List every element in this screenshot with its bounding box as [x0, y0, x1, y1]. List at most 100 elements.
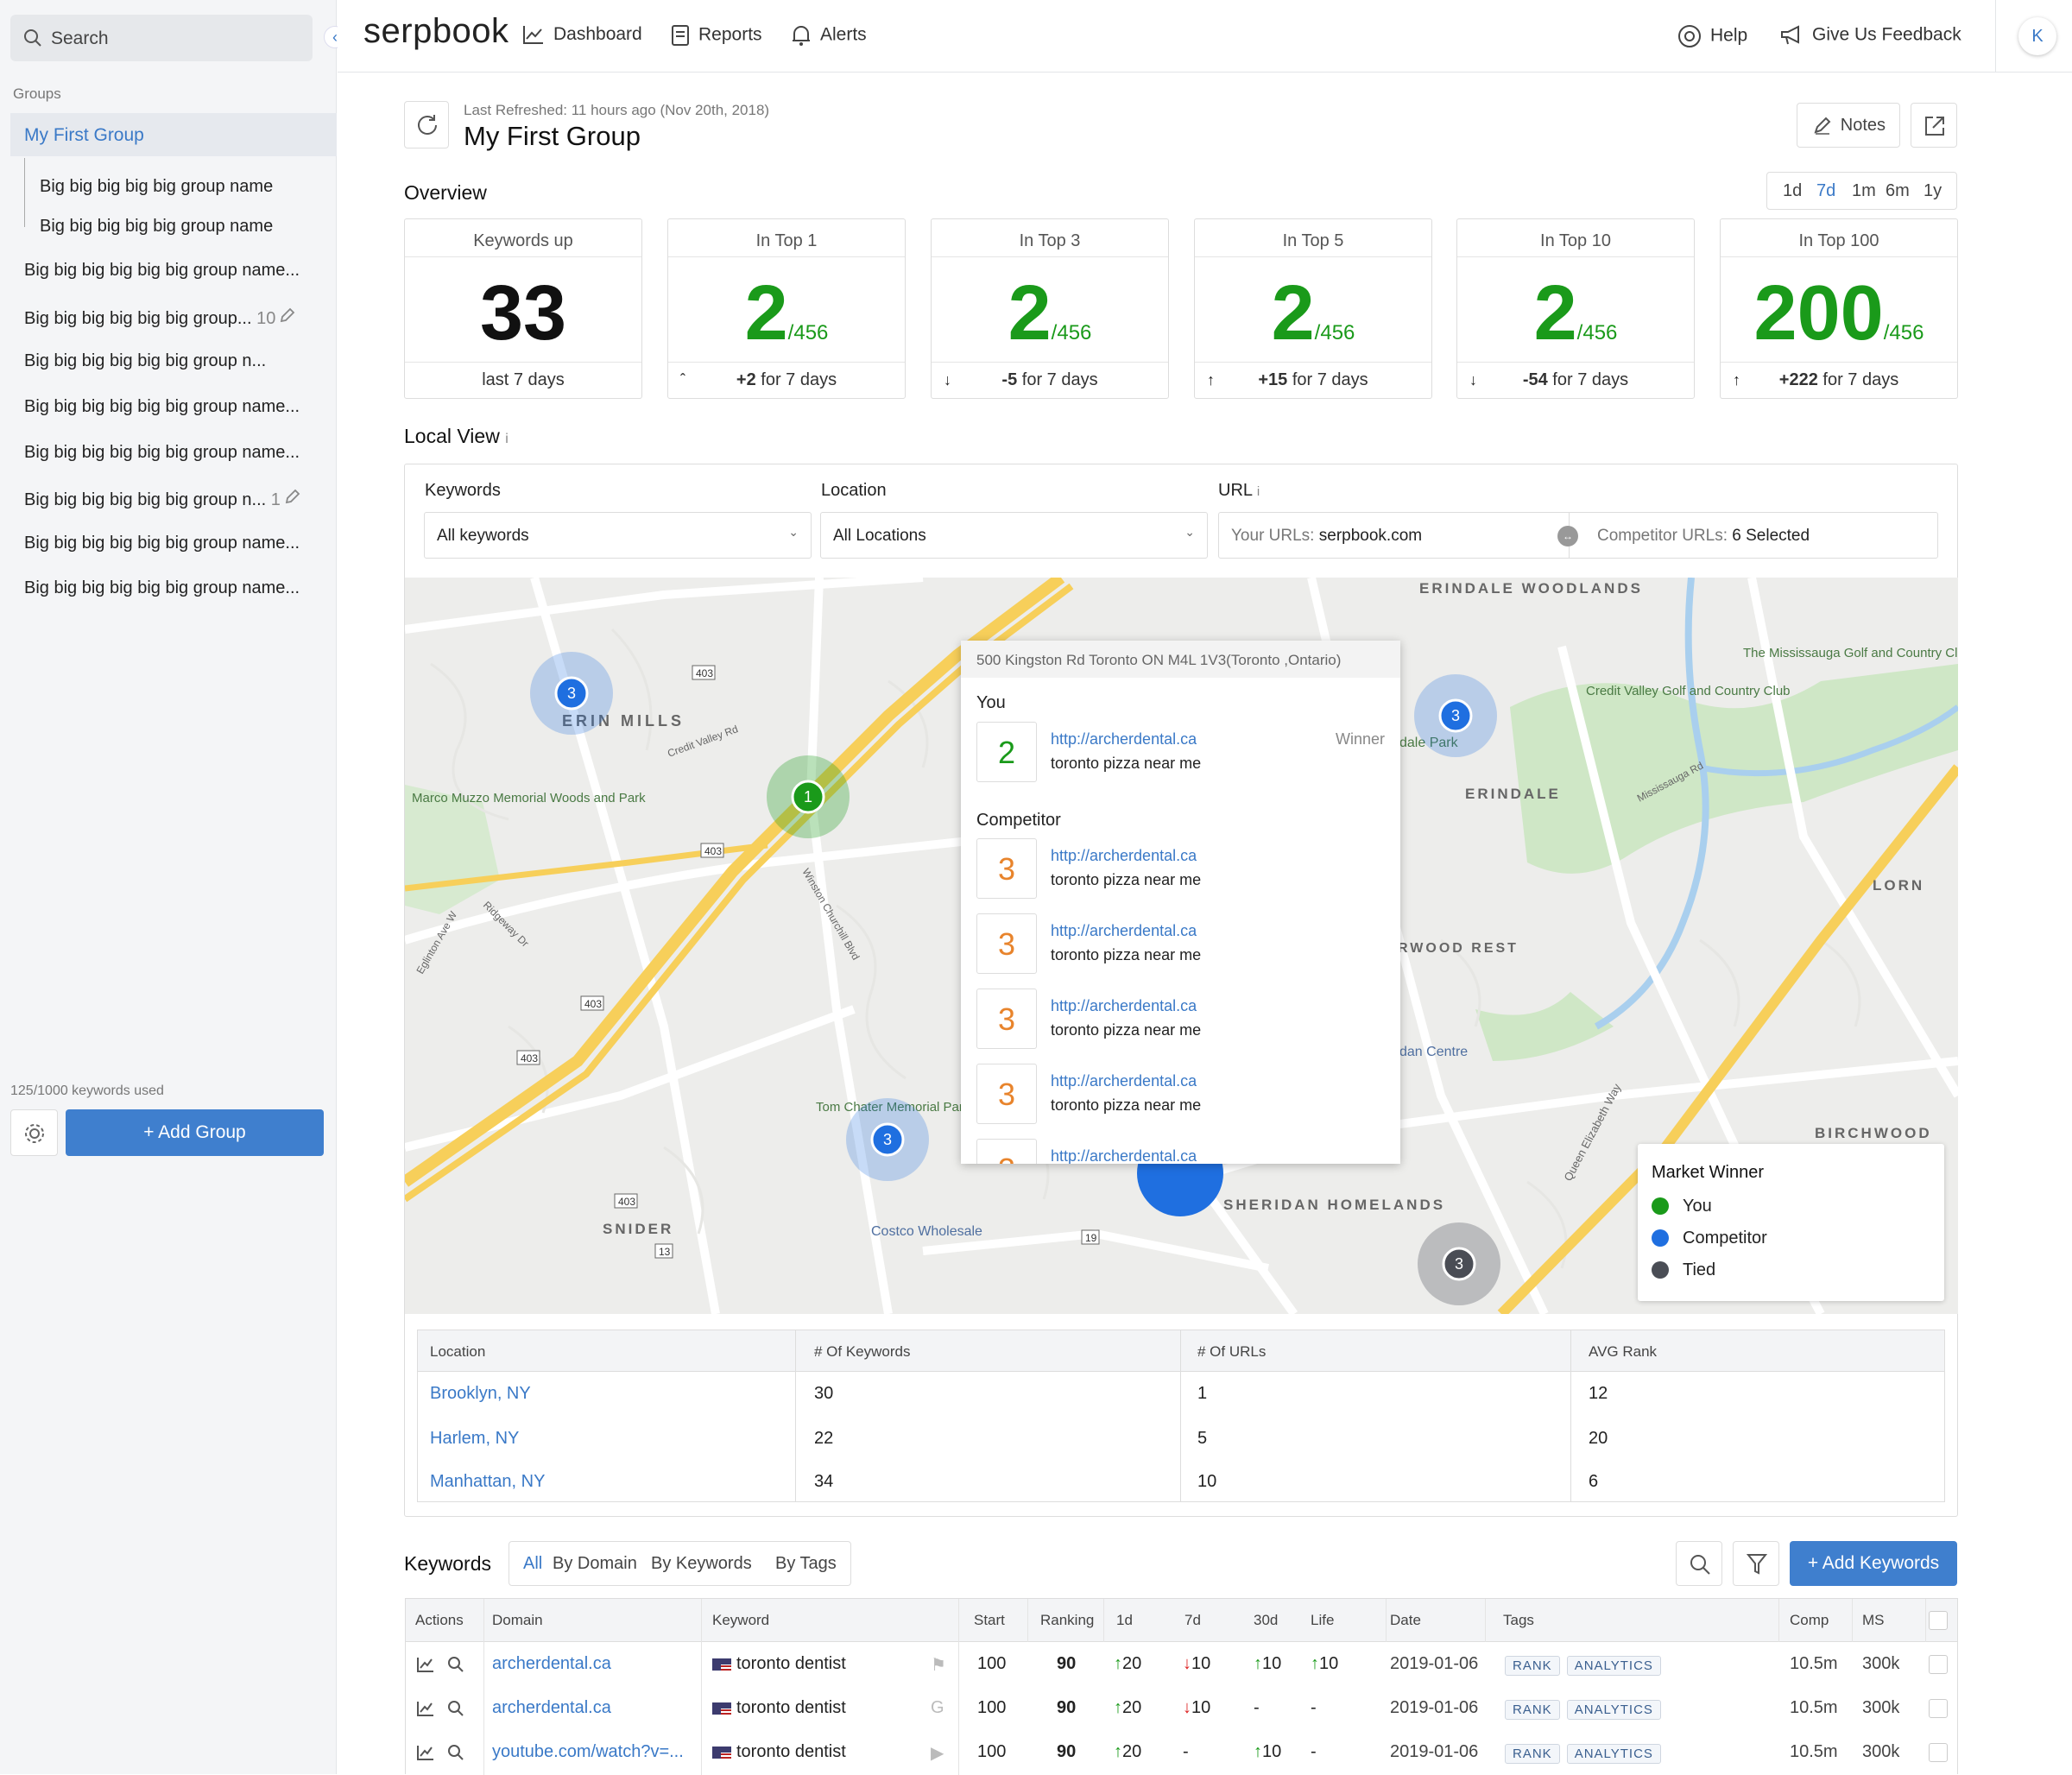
competitor-urls[interactable]: Competitor URLs: 6 Selected [1597, 527, 1810, 546]
card-footer-text: for 7 days [755, 370, 837, 389]
notes-label: Notes [1840, 116, 1886, 135]
cluster-marker[interactable]: 3 [530, 652, 613, 735]
select-all-checkbox[interactable] [1929, 1611, 1948, 1630]
tab-all[interactable]: All [523, 1554, 543, 1573]
avatar[interactable]: K [2018, 17, 2056, 55]
keywords-select-value: All keywords [437, 527, 529, 545]
domain-link[interactable]: archerdental.ca [492, 1698, 611, 1717]
popup-url[interactable]: http://archerdental.ca [1051, 1072, 1197, 1090]
edit-icon[interactable] [279, 306, 296, 329]
your-urls[interactable]: Your URLs: serpbook.com [1231, 527, 1422, 546]
card-value: 2/456 [932, 269, 1168, 358]
legend-label: Competitor [1683, 1229, 1767, 1248]
location-select[interactable]: All Locations ⌄ [820, 512, 1208, 559]
tab-by-tags[interactable]: By Tags [775, 1554, 837, 1573]
card-value-number: 33 [479, 270, 567, 357]
chart-icon[interactable] [416, 1744, 435, 1761]
overview-title: Overview [404, 181, 487, 204]
youtube-icon: ▶ [931, 1744, 944, 1763]
nav-feedback[interactable]: Give Us Feedback [1779, 24, 1961, 47]
tag-badge[interactable]: RANK [1505, 1700, 1560, 1720]
card-title: In Top 100 [1798, 231, 1879, 250]
add-group-button[interactable]: + Add Group [66, 1109, 324, 1156]
keywords-filter-label: Keywords [425, 481, 501, 500]
card-footer: -54 for 7 days [1457, 370, 1694, 390]
group-item[interactable]: Big big big big big big group name... [24, 397, 300, 417]
settings-button[interactable] [10, 1109, 58, 1156]
column-header: Location [430, 1343, 486, 1360]
location-link[interactable]: Manhattan, NY [430, 1472, 546, 1491]
swap-icon[interactable]: ↔ [1557, 526, 1578, 546]
keywords-tabs: All By Domain By Keywords By Tags [509, 1541, 851, 1586]
external-link-button[interactable] [1911, 103, 1957, 148]
tag-badge[interactable]: ANALYTICS [1566, 1744, 1661, 1764]
nav-dashboard-label: Dashboard [553, 24, 642, 44]
popup-url[interactable]: http://archerdental.ca [1051, 730, 1197, 748]
cluster-marker[interactable]: 3 [1414, 674, 1497, 757]
nav-help[interactable]: Help [1677, 24, 1747, 48]
keywords-select[interactable]: All keywords ⌄ [424, 512, 812, 559]
location-link[interactable]: Brooklyn, NY [430, 1384, 531, 1403]
info-icon[interactable]: i [1256, 484, 1260, 499]
group-item[interactable]: Big big big big big big group name... [24, 261, 300, 281]
add-keywords-button[interactable]: + Add Keywords [1790, 1541, 1957, 1586]
group-name: Big big big big big big group n... [24, 490, 267, 509]
tab-by-domain[interactable]: By Domain [553, 1554, 637, 1573]
popup-url[interactable]: http://archerdental.ca [1051, 922, 1197, 939]
popup-url[interactable]: http://archerdental.ca [1051, 997, 1197, 1014]
logo[interactable]: serpbook [363, 12, 509, 50]
tag-badge[interactable]: RANK [1505, 1656, 1560, 1676]
location-link[interactable]: Harlem, NY [430, 1429, 520, 1448]
range-1y[interactable]: 1y [1924, 181, 1942, 200]
search-icon[interactable] [447, 1656, 464, 1673]
sub-group-item[interactable]: Big big big big big group name [40, 217, 274, 236]
tag-badge[interactable]: ANALYTICS [1566, 1700, 1661, 1720]
group-item[interactable]: Big big big big big big group name... [24, 443, 300, 463]
range-6m[interactable]: 6m [1886, 181, 1910, 200]
info-icon[interactable]: i [505, 432, 509, 446]
search-icon[interactable] [447, 1744, 464, 1761]
cluster-marker[interactable]: 3 [1418, 1222, 1500, 1305]
search-input[interactable]: Search [10, 15, 313, 61]
search-keywords-button[interactable] [1676, 1541, 1722, 1586]
tag-badge[interactable]: ANALYTICS [1566, 1656, 1661, 1676]
cluster-marker[interactable]: 1 [767, 755, 850, 838]
popup-url[interactable]: http://archerdental.ca [1051, 1147, 1197, 1164]
range-1m[interactable]: 1m [1852, 181, 1876, 200]
edit-icon[interactable] [284, 488, 301, 510]
chart-icon[interactable] [416, 1656, 435, 1673]
chart-icon[interactable] [416, 1700, 435, 1717]
gear-icon [25, 1124, 44, 1143]
column-header: Date [1390, 1612, 1421, 1628]
row-checkbox[interactable] [1929, 1699, 1948, 1718]
legend-title: Market Winner [1652, 1163, 1765, 1182]
url-filter[interactable]: Your URLs: serpbook.com ↔ Competitor URL… [1218, 512, 1938, 559]
nav-dashboard[interactable]: Dashboard [522, 24, 642, 45]
change-value: - [1254, 1698, 1260, 1718]
popup-url[interactable]: http://archerdental.ca [1051, 847, 1197, 864]
row-checkbox[interactable] [1929, 1655, 1948, 1674]
group-item[interactable]: Big big big big big big group name... [24, 534, 300, 553]
group-item[interactable]: Big big big big big big group... 10 [24, 306, 296, 329]
tag-badge[interactable]: RANK [1505, 1744, 1560, 1764]
nav-reports[interactable]: Reports [671, 24, 762, 47]
search-icon[interactable] [447, 1700, 464, 1717]
group-item[interactable]: Big big big big big big group name... [24, 578, 300, 598]
range-1d[interactable]: 1d [1783, 181, 1803, 200]
card-value-denominator: /456 [1314, 321, 1355, 344]
refresh-button[interactable] [404, 101, 449, 148]
selected-group[interactable]: My First Group [10, 113, 337, 156]
nav-alerts[interactable]: Alerts [791, 24, 867, 47]
domain-link[interactable]: youtube.com/watch?v=... [492, 1742, 684, 1761]
flag-us-icon [712, 1702, 731, 1715]
filter-button[interactable] [1733, 1541, 1779, 1586]
group-item[interactable]: Big big big big big big group n... [24, 351, 266, 371]
tab-by-keywords[interactable]: By Keywords [651, 1554, 752, 1573]
cluster-marker[interactable]: 3 [846, 1098, 929, 1181]
notes-button[interactable]: Notes [1797, 103, 1900, 148]
group-item[interactable]: Big big big big big big group n... 1 [24, 488, 301, 510]
range-7d[interactable]: 7d [1816, 181, 1836, 200]
domain-link[interactable]: archerdental.ca [492, 1654, 611, 1673]
row-checkbox[interactable] [1929, 1743, 1948, 1762]
sub-group-item[interactable]: Big big big big big group name [40, 177, 274, 196]
